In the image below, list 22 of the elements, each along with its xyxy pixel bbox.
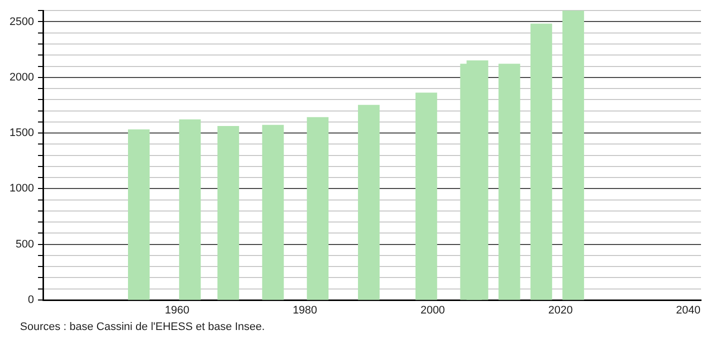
x-tick-label: 2020: [548, 304, 573, 317]
bar: [415, 92, 438, 300]
y-tick-label: 0: [28, 294, 34, 306]
bar: [217, 126, 240, 300]
bar: [262, 124, 284, 300]
x-tick-label: 2040: [676, 304, 700, 317]
bar: [358, 104, 380, 300]
x-tick-label: 1980: [292, 304, 318, 317]
y-tick-label: 1500: [10, 127, 34, 140]
bar: [562, 10, 584, 300]
bar: [179, 119, 201, 300]
bar: [128, 129, 150, 300]
y-tick-label: 2000: [10, 71, 34, 84]
source-note: Sources : base Cassini de l'EHESS et base Insee.: [20, 321, 265, 333]
y-tick-label: 500: [16, 238, 34, 250]
bar: [306, 117, 329, 300]
y-tick-label: 1000: [10, 182, 34, 195]
bar: [498, 64, 520, 300]
x-tick-label: 1960: [164, 304, 190, 317]
x-tick-label: 2000: [420, 304, 445, 317]
bar: [530, 24, 552, 300]
y-tick-label: 2500: [10, 16, 34, 28]
